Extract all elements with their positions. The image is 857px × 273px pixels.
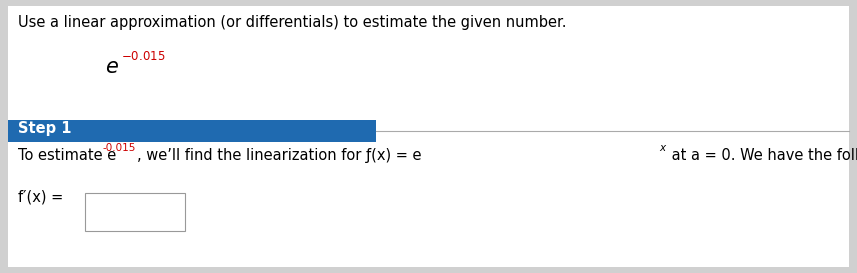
Text: f′(x) =: f′(x) = <box>18 189 63 204</box>
Text: , we’ll find the linearization for ƒ(x) = e: , we’ll find the linearization for ƒ(x) … <box>137 148 422 163</box>
Text: $-0.015$: $-0.015$ <box>121 50 165 63</box>
Text: $e$: $e$ <box>105 57 119 77</box>
Text: Step 1: Step 1 <box>18 121 71 136</box>
Text: To estimate e: To estimate e <box>18 148 117 163</box>
Text: at a = 0. We have the following.: at a = 0. We have the following. <box>667 148 857 163</box>
Bar <box>85 193 185 231</box>
Bar <box>8 120 376 142</box>
Text: -0.015: -0.015 <box>103 143 136 153</box>
Text: Use a linear approximation (or differentials) to estimate the given number.: Use a linear approximation (or different… <box>18 15 566 30</box>
Text: x: x <box>659 143 665 153</box>
